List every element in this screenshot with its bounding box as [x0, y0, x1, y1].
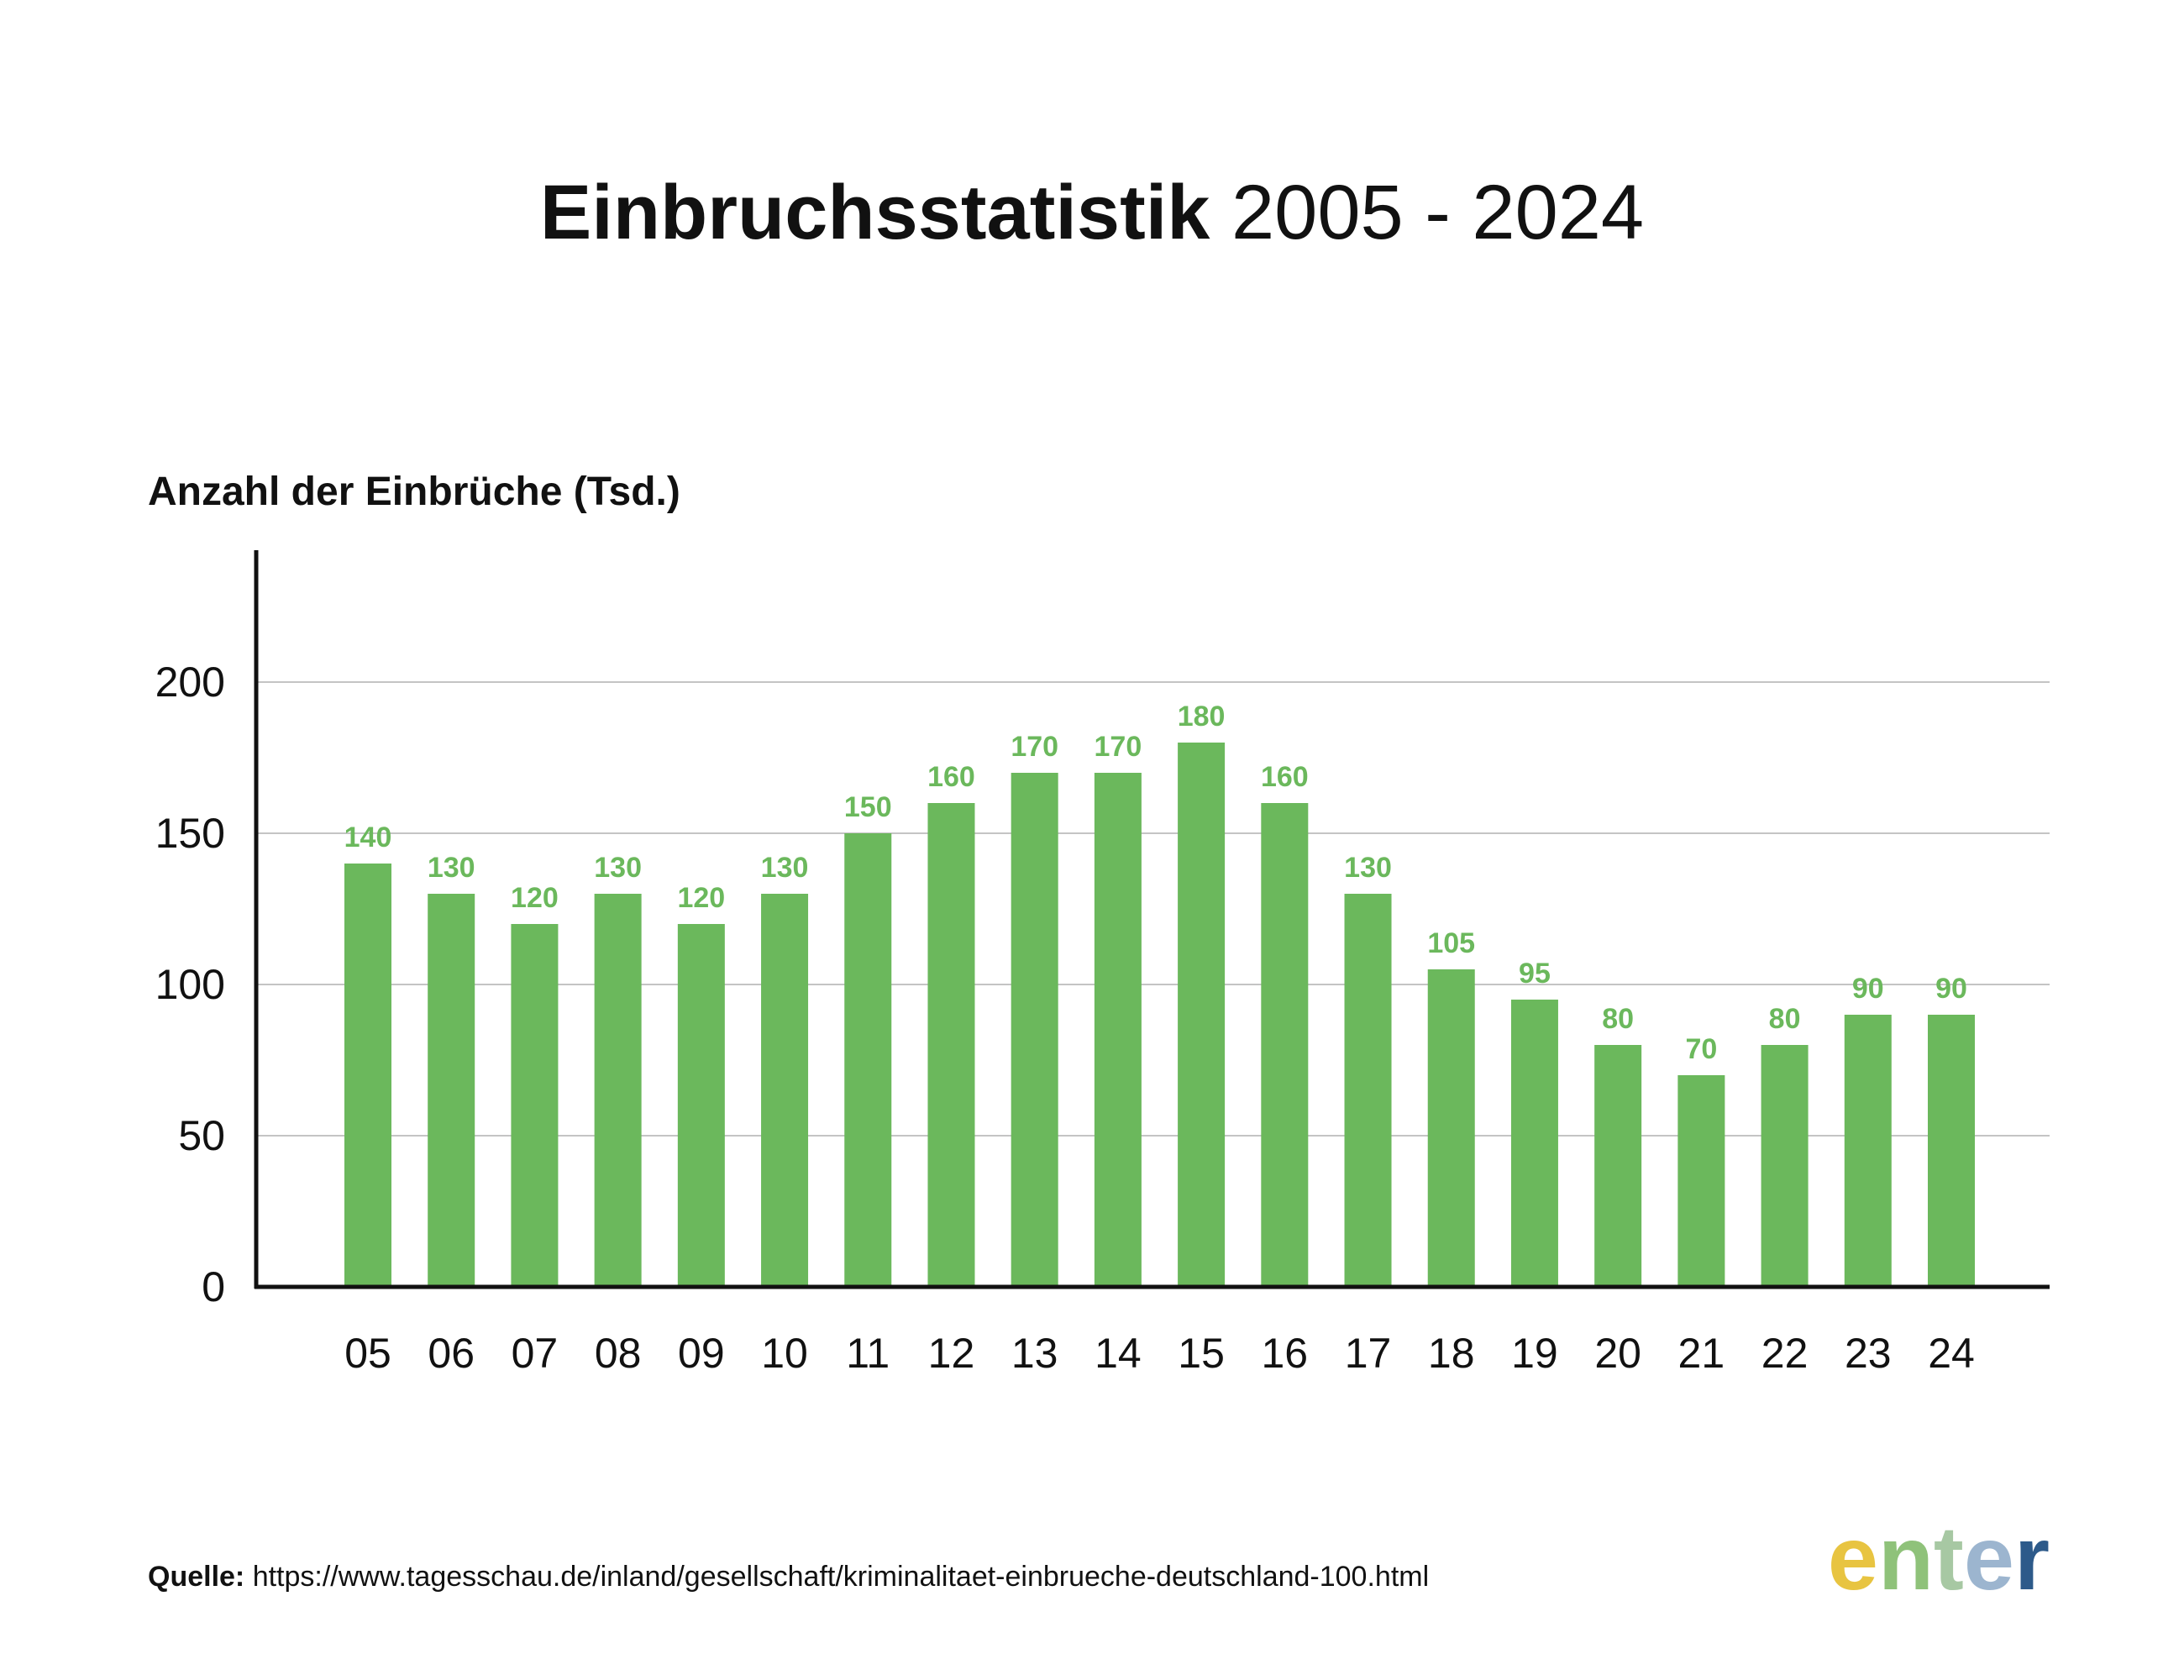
y-tick-label: 100	[155, 961, 225, 1008]
bar	[511, 924, 559, 1287]
y-tick-label: 0	[202, 1263, 225, 1310]
chart-title-main: Einbruchsstatistik	[540, 170, 1210, 255]
chart-title-years-value: 2005 - 2024	[1231, 170, 1644, 255]
x-tick-label: 18	[1428, 1330, 1475, 1377]
x-tick-label: 11	[846, 1330, 890, 1377]
y-tick-label: 50	[178, 1112, 225, 1159]
chart-title: Einbruchsstatistik 2005 - 2024	[540, 170, 1644, 255]
source-url: https://www.tagesschau.de/inland/gesells…	[253, 1561, 1429, 1593]
bar	[1761, 1045, 1809, 1287]
bars	[344, 743, 1975, 1287]
bar	[1844, 1015, 1892, 1287]
value-label: 170	[1011, 731, 1058, 763]
value-label: 130	[428, 852, 475, 884]
bar	[1344, 894, 1392, 1287]
value-label: 180	[1178, 701, 1226, 732]
bar	[1928, 1015, 1975, 1287]
value-label: 130	[761, 852, 809, 884]
value-label: 170	[1095, 731, 1142, 763]
y-axis-label-text: Anzahl der Einbrüche	[148, 470, 562, 514]
x-tick-label: 21	[1678, 1330, 1725, 1377]
y-axis-label: Anzahl der Einbrüche (Tsd.)	[148, 470, 680, 514]
bar	[1261, 803, 1309, 1287]
y-tick-label: 200	[155, 659, 225, 706]
bar	[428, 894, 475, 1287]
bar	[1510, 1000, 1558, 1287]
value-label: 80	[1769, 1003, 1801, 1035]
source-note: Quelle: https://www.tagesschau.de/inland…	[148, 1561, 1429, 1593]
value-label: 120	[677, 882, 725, 914]
logo-letter: r	[2014, 1507, 2050, 1609]
source-label: Quelle:	[148, 1561, 244, 1593]
x-tick-label: 22	[1761, 1330, 1809, 1377]
axes	[254, 550, 2050, 1289]
x-tick-label: 07	[512, 1330, 559, 1377]
x-tick-label: 06	[428, 1330, 475, 1377]
value-label: 120	[511, 882, 559, 914]
x-tick-label: 10	[761, 1330, 808, 1377]
bar	[927, 803, 975, 1287]
x-tick-label: 12	[928, 1330, 975, 1377]
value-label: 130	[1344, 852, 1392, 884]
x-tick-label: 16	[1262, 1330, 1309, 1377]
y-tick-labels: 0 50 100 150 200	[155, 659, 225, 1310]
x-tick-label: 13	[1011, 1330, 1058, 1377]
bar	[1011, 773, 1058, 1287]
bar	[1594, 1045, 1642, 1287]
svg-text:Einbruchsstatistik 20: Einbruchsstatistik 2005 - 2024	[540, 170, 1644, 255]
x-tick-label: 08	[595, 1330, 642, 1377]
bar	[761, 894, 809, 1287]
value-label: 70	[1685, 1033, 1717, 1065]
x-tick-label: 24	[1928, 1330, 1975, 1377]
y-axis-unit: (Tsd.)	[574, 470, 680, 514]
logo-letter: n	[1878, 1507, 1934, 1609]
bar	[1677, 1075, 1725, 1287]
enter-logo: enter	[1828, 1507, 2050, 1609]
y-tick-label: 150	[155, 810, 225, 857]
bar	[844, 833, 892, 1287]
x-tick-label: 15	[1178, 1330, 1225, 1377]
logo-letter: e	[1828, 1507, 1878, 1609]
value-label: 90	[1852, 973, 1884, 1005]
bar	[1094, 773, 1142, 1287]
x-tick-label: 17	[1345, 1330, 1392, 1377]
value-label: 160	[1261, 761, 1309, 793]
value-label: 140	[344, 822, 392, 853]
bar	[344, 864, 391, 1287]
value-label: 160	[927, 761, 975, 793]
value-label: 80	[1602, 1003, 1634, 1035]
value-label: 95	[1519, 958, 1551, 990]
x-tick-labels: 05 06 07 08 09 10 11 12 13 14 15 16 17 18 19 20 21 22 23 24	[344, 1330, 1975, 1377]
bar	[1178, 743, 1226, 1287]
value-labels: 140 130 120 130 120 130 150 160 170 170 180 160 130 1…	[344, 701, 1967, 1065]
value-label: 105	[1427, 927, 1475, 959]
x-tick-label: 05	[344, 1330, 391, 1377]
logo-letter: e	[1964, 1507, 2014, 1609]
x-tick-label: 09	[678, 1330, 725, 1377]
x-tick-label: 14	[1095, 1330, 1142, 1377]
value-label: 130	[594, 852, 642, 884]
bar	[677, 924, 725, 1287]
x-tick-label: 19	[1511, 1330, 1558, 1377]
bar	[594, 894, 642, 1287]
x-tick-label: 23	[1845, 1330, 1892, 1377]
logo-letter: t	[1934, 1507, 1964, 1609]
bar	[1427, 969, 1475, 1287]
value-label: 90	[1935, 973, 1967, 1005]
x-tick-label: 20	[1594, 1330, 1641, 1377]
value-label: 150	[844, 791, 892, 823]
